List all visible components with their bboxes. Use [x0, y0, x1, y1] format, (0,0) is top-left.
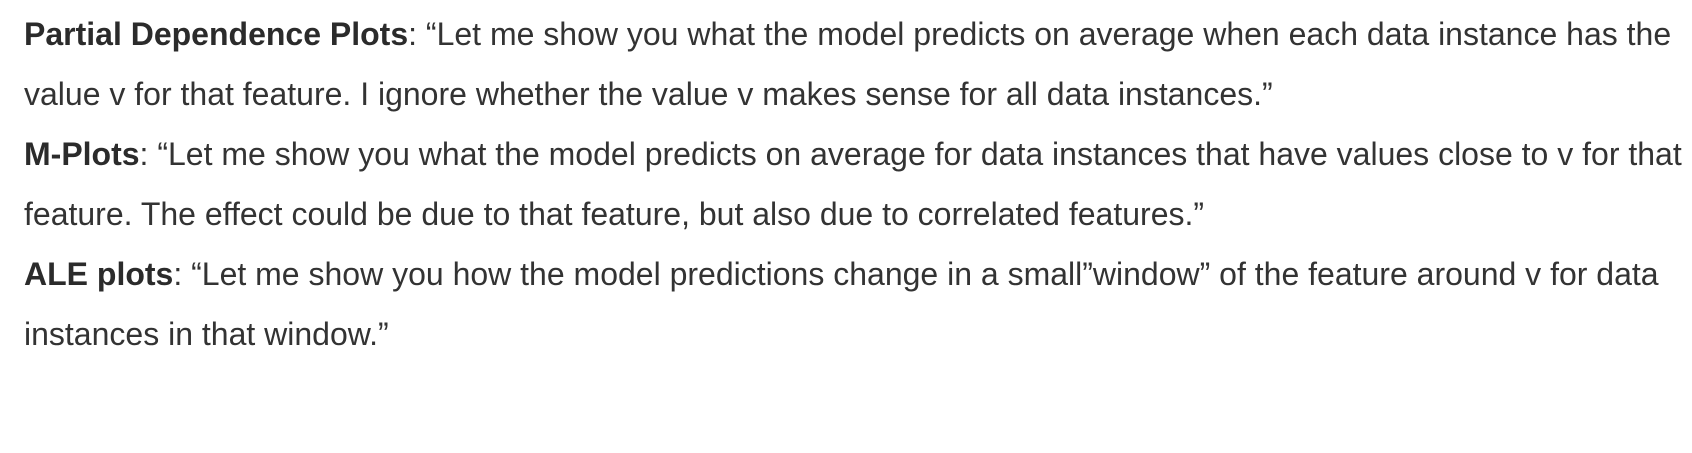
quote-partial-dependence-plots: “Let me show you what the model predicts…	[24, 16, 1672, 112]
quote-ale-plots: “Let me show you how the model predictio…	[24, 256, 1659, 352]
definition-m-plots: M-Plots: “Let me show you what the model…	[24, 124, 1684, 244]
definition-ale-plots: ALE plots: “Let me show you how the mode…	[24, 244, 1684, 364]
separator: :	[173, 256, 192, 292]
separator: :	[139, 136, 158, 172]
definition-partial-dependence-plots: Partial Dependence Plots: “Let me show y…	[24, 4, 1684, 124]
quote-m-plots: “Let me show you what the model predicts…	[24, 136, 1682, 232]
definitions-text: Partial Dependence Plots: “Let me show y…	[24, 4, 1684, 364]
term-partial-dependence-plots: Partial Dependence Plots	[24, 16, 409, 52]
separator: :	[408, 16, 426, 52]
term-m-plots: M-Plots	[24, 136, 140, 172]
term-ale-plots: ALE plots	[24, 256, 174, 292]
